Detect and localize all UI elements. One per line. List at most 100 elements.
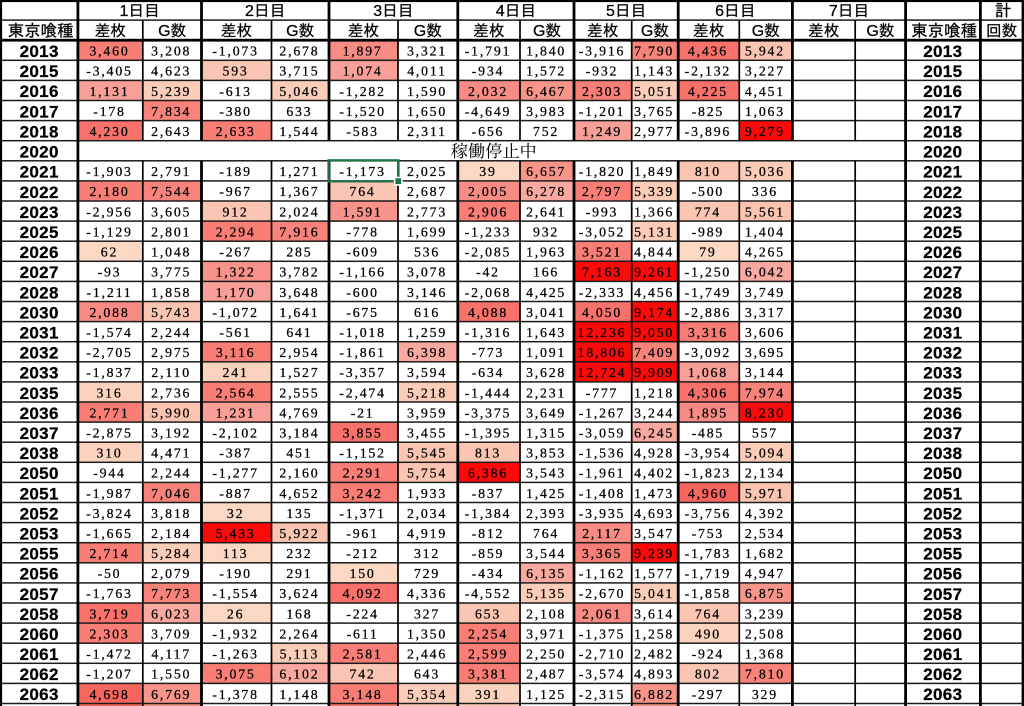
- svg-text:3,239: 3,239: [745, 606, 785, 621]
- svg-text:5,284: 5,284: [151, 546, 191, 561]
- svg-text:2,791: 2,791: [151, 164, 191, 179]
- svg-text:2063: 2063: [20, 685, 59, 704]
- svg-text:-297: -297: [692, 687, 725, 702]
- svg-text:4,919: 4,919: [407, 526, 447, 541]
- svg-text:-1,861: -1,861: [339, 345, 385, 360]
- svg-text:329: 329: [752, 687, 778, 702]
- svg-text:7,163: 7,163: [582, 265, 622, 280]
- svg-text:2022: 2022: [923, 183, 962, 202]
- svg-text:-961: -961: [346, 526, 379, 541]
- svg-text:7,834: 7,834: [151, 104, 191, 119]
- svg-text:-611: -611: [347, 627, 379, 642]
- svg-text:2,773: 2,773: [407, 204, 447, 219]
- svg-text:2031: 2031: [923, 324, 962, 343]
- svg-text:62: 62: [101, 245, 118, 260]
- svg-text:5,743: 5,743: [151, 305, 191, 320]
- svg-text:26: 26: [227, 606, 244, 621]
- svg-text:-1,072: -1,072: [212, 305, 258, 320]
- svg-text:4,769: 4,769: [279, 405, 319, 420]
- svg-text:1,544: 1,544: [279, 124, 319, 139]
- svg-text:2,687: 2,687: [407, 184, 447, 199]
- svg-text:5,545: 5,545: [407, 446, 447, 461]
- svg-text:-1,173: -1,173: [339, 164, 385, 179]
- svg-text:4,456: 4,456: [634, 285, 674, 300]
- svg-text:2,061: 2,061: [582, 606, 622, 621]
- svg-text:6: 6: [715, 3, 724, 20]
- svg-text:-1,665: -1,665: [86, 526, 132, 541]
- svg-text:2,797: 2,797: [582, 184, 622, 199]
- svg-text:-1,783: -1,783: [685, 546, 731, 561]
- svg-text:1,643: 1,643: [526, 325, 566, 340]
- svg-text:6,023: 6,023: [151, 606, 191, 621]
- svg-text:2,564: 2,564: [216, 385, 256, 400]
- svg-text:2035: 2035: [923, 384, 962, 403]
- svg-text:2,633: 2,633: [216, 124, 256, 139]
- svg-text:-1,018: -1,018: [339, 325, 385, 340]
- svg-text:79: 79: [699, 245, 716, 260]
- svg-text:-2,886: -2,886: [685, 305, 731, 320]
- svg-text:2051: 2051: [923, 484, 962, 503]
- svg-text:1,148: 1,148: [279, 687, 319, 702]
- svg-text:-778: -778: [346, 225, 379, 240]
- svg-text:6,245: 6,245: [634, 426, 674, 441]
- svg-text:536: 536: [414, 245, 440, 260]
- svg-text:3,959: 3,959: [407, 405, 447, 420]
- svg-text:-812: -812: [472, 526, 505, 541]
- svg-text:1,231: 1,231: [216, 405, 256, 420]
- svg-text:1,170: 1,170: [216, 285, 256, 300]
- svg-text:9,909: 9,909: [634, 365, 674, 380]
- svg-text:3,078: 3,078: [407, 265, 447, 280]
- svg-text:9,174: 9,174: [634, 305, 674, 320]
- svg-text:-2,085: -2,085: [465, 245, 511, 260]
- svg-text:1,650: 1,650: [407, 104, 447, 119]
- svg-text:1,249: 1,249: [582, 124, 622, 139]
- svg-text:4,698: 4,698: [89, 687, 129, 702]
- svg-text:1,259: 1,259: [407, 325, 447, 340]
- svg-text:5,990: 5,990: [151, 405, 191, 420]
- svg-text:-3,824: -3,824: [86, 506, 132, 521]
- svg-text:5,561: 5,561: [745, 204, 785, 219]
- svg-text:3,455: 3,455: [407, 426, 447, 441]
- svg-text:2: 2: [245, 3, 254, 20]
- svg-text:-3,935: -3,935: [579, 506, 625, 521]
- svg-text:-380: -380: [219, 104, 252, 119]
- svg-text:1,131: 1,131: [89, 84, 129, 99]
- svg-text:2,231: 2,231: [526, 385, 566, 400]
- svg-text:-2,333: -2,333: [579, 285, 625, 300]
- svg-text:-2,102: -2,102: [212, 426, 258, 441]
- svg-text:2050: 2050: [20, 464, 59, 483]
- svg-text:6,135: 6,135: [526, 566, 566, 581]
- svg-text:-609: -609: [346, 245, 379, 260]
- svg-text:5,433: 5,433: [216, 526, 256, 541]
- svg-text:310: 310: [96, 446, 122, 461]
- svg-text:2055: 2055: [20, 545, 59, 564]
- svg-text:285: 285: [286, 245, 312, 260]
- svg-text:3,244: 3,244: [634, 405, 674, 420]
- svg-text:2036: 2036: [923, 404, 962, 423]
- svg-text:2055: 2055: [923, 545, 962, 564]
- svg-text:-613: -613: [219, 84, 252, 99]
- svg-text:6,398: 6,398: [407, 345, 447, 360]
- svg-text:5,094: 5,094: [745, 446, 785, 461]
- svg-text:-993: -993: [586, 204, 619, 219]
- svg-text:-2,068: -2,068: [465, 285, 511, 300]
- svg-text:4,392: 4,392: [745, 506, 785, 521]
- svg-text:3,853: 3,853: [526, 446, 566, 461]
- svg-text:-1,129: -1,129: [86, 225, 132, 240]
- svg-text:4,011: 4,011: [407, 64, 447, 79]
- svg-text:-3,756: -3,756: [685, 506, 731, 521]
- svg-text:39: 39: [479, 164, 496, 179]
- svg-text:5,218: 5,218: [407, 385, 447, 400]
- svg-text:3,184: 3,184: [279, 426, 319, 441]
- svg-text:4,230: 4,230: [89, 124, 129, 139]
- svg-text:312: 312: [414, 546, 440, 561]
- svg-text:-1,574: -1,574: [86, 325, 132, 340]
- svg-text:2,034: 2,034: [407, 506, 447, 521]
- svg-text:336: 336: [752, 184, 778, 199]
- svg-text:G: G: [158, 23, 170, 40]
- svg-text:-1,233: -1,233: [465, 225, 511, 240]
- svg-text:2,079: 2,079: [151, 566, 191, 581]
- svg-text:166: 166: [533, 265, 559, 280]
- svg-text:-1,395: -1,395: [465, 426, 511, 441]
- svg-text:-3,375: -3,375: [465, 405, 511, 420]
